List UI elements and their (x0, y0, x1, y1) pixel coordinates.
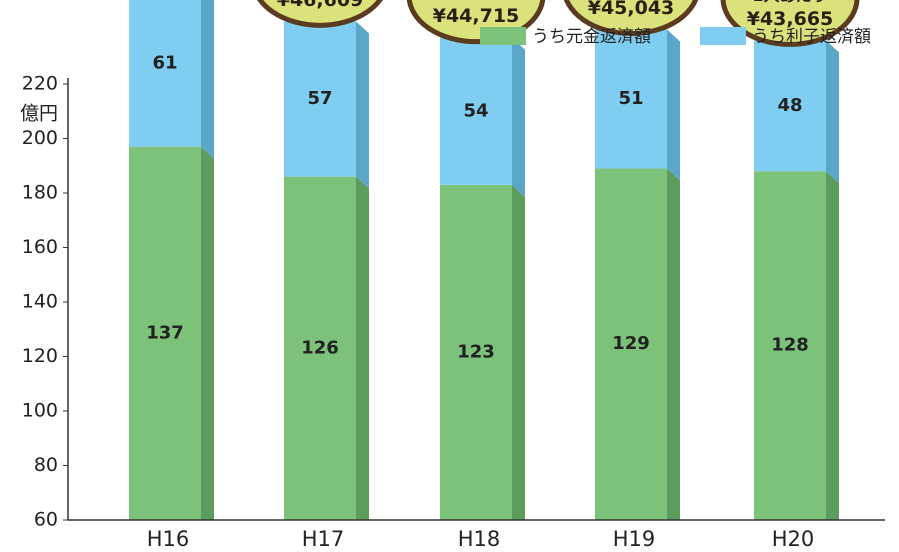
y-tick-label: 120 (22, 345, 58, 367)
bag-per-person: ¥44,715 (433, 5, 520, 27)
legend-swatch (480, 27, 526, 45)
x-tick-label: H17 (302, 527, 345, 551)
x-tick-label: H16 (147, 527, 190, 551)
y-tick-label: 140 (22, 291, 58, 313)
data-label: 61 (152, 53, 177, 74)
data-label: 126 (301, 337, 339, 358)
y-tick-label: 220 (22, 73, 58, 95)
x-tick-label: H18 (458, 527, 501, 551)
bar-side (826, 171, 839, 520)
data-label: 137 (146, 322, 184, 343)
data-label: 54 (463, 100, 488, 121)
bar-side (667, 168, 680, 520)
money-bag: 合計183億円1人あたり¥46,609 (253, 0, 387, 25)
bar-side (201, 147, 214, 520)
y-tick-label: 60 (34, 509, 58, 531)
y-tick-label: 100 (22, 400, 58, 422)
bar-side (356, 177, 369, 520)
bag-per-label: 1人あたり (438, 0, 513, 2)
data-label: 123 (457, 341, 495, 362)
y-tick-label: 80 (34, 454, 58, 476)
x-tick-label: H20 (772, 527, 815, 551)
legend-label: うち元金返済額 (532, 27, 651, 47)
y-unit: 億円 (20, 103, 58, 125)
bar-side (201, 0, 214, 159)
data-label: 48 (777, 95, 802, 116)
data-label: 128 (771, 335, 809, 356)
bar-side (512, 38, 525, 197)
y-tick-label: 160 (22, 236, 58, 258)
y-tick-label: 200 (22, 127, 58, 149)
bag-per-person: ¥45,043 (588, 0, 675, 19)
x-tick-label: H19 (613, 527, 656, 551)
data-label: 57 (307, 88, 332, 109)
data-label: 129 (612, 333, 650, 354)
bar-side (512, 185, 525, 520)
bar-side (826, 40, 839, 183)
chart: 億円 608010012014016018020022013761H16合計19… (0, 0, 899, 552)
legend-label: うち利子返済額 (752, 27, 871, 47)
y-tick-label: 180 (22, 182, 58, 204)
bar-side (356, 21, 369, 188)
bag-per-person: ¥46,609 (277, 0, 364, 11)
legend-swatch (700, 27, 746, 45)
bar-side (667, 30, 680, 181)
bag-per-label: 1人あたり (752, 0, 827, 5)
data-label: 51 (618, 88, 643, 109)
